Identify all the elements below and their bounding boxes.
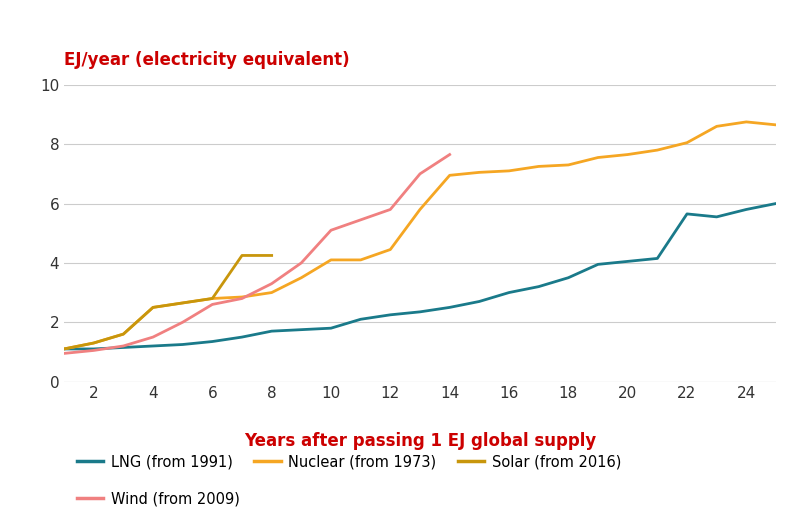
Legend: LNG (from 1991), Nuclear (from 1973), Solar (from 2016): LNG (from 1991), Nuclear (from 1973), So…	[71, 448, 626, 475]
Text: Years after passing 1 EJ global supply: Years after passing 1 EJ global supply	[244, 432, 596, 450]
Text: EJ/year (electricity equivalent): EJ/year (electricity equivalent)	[64, 51, 350, 69]
Legend: Wind (from 2009): Wind (from 2009)	[71, 485, 246, 512]
